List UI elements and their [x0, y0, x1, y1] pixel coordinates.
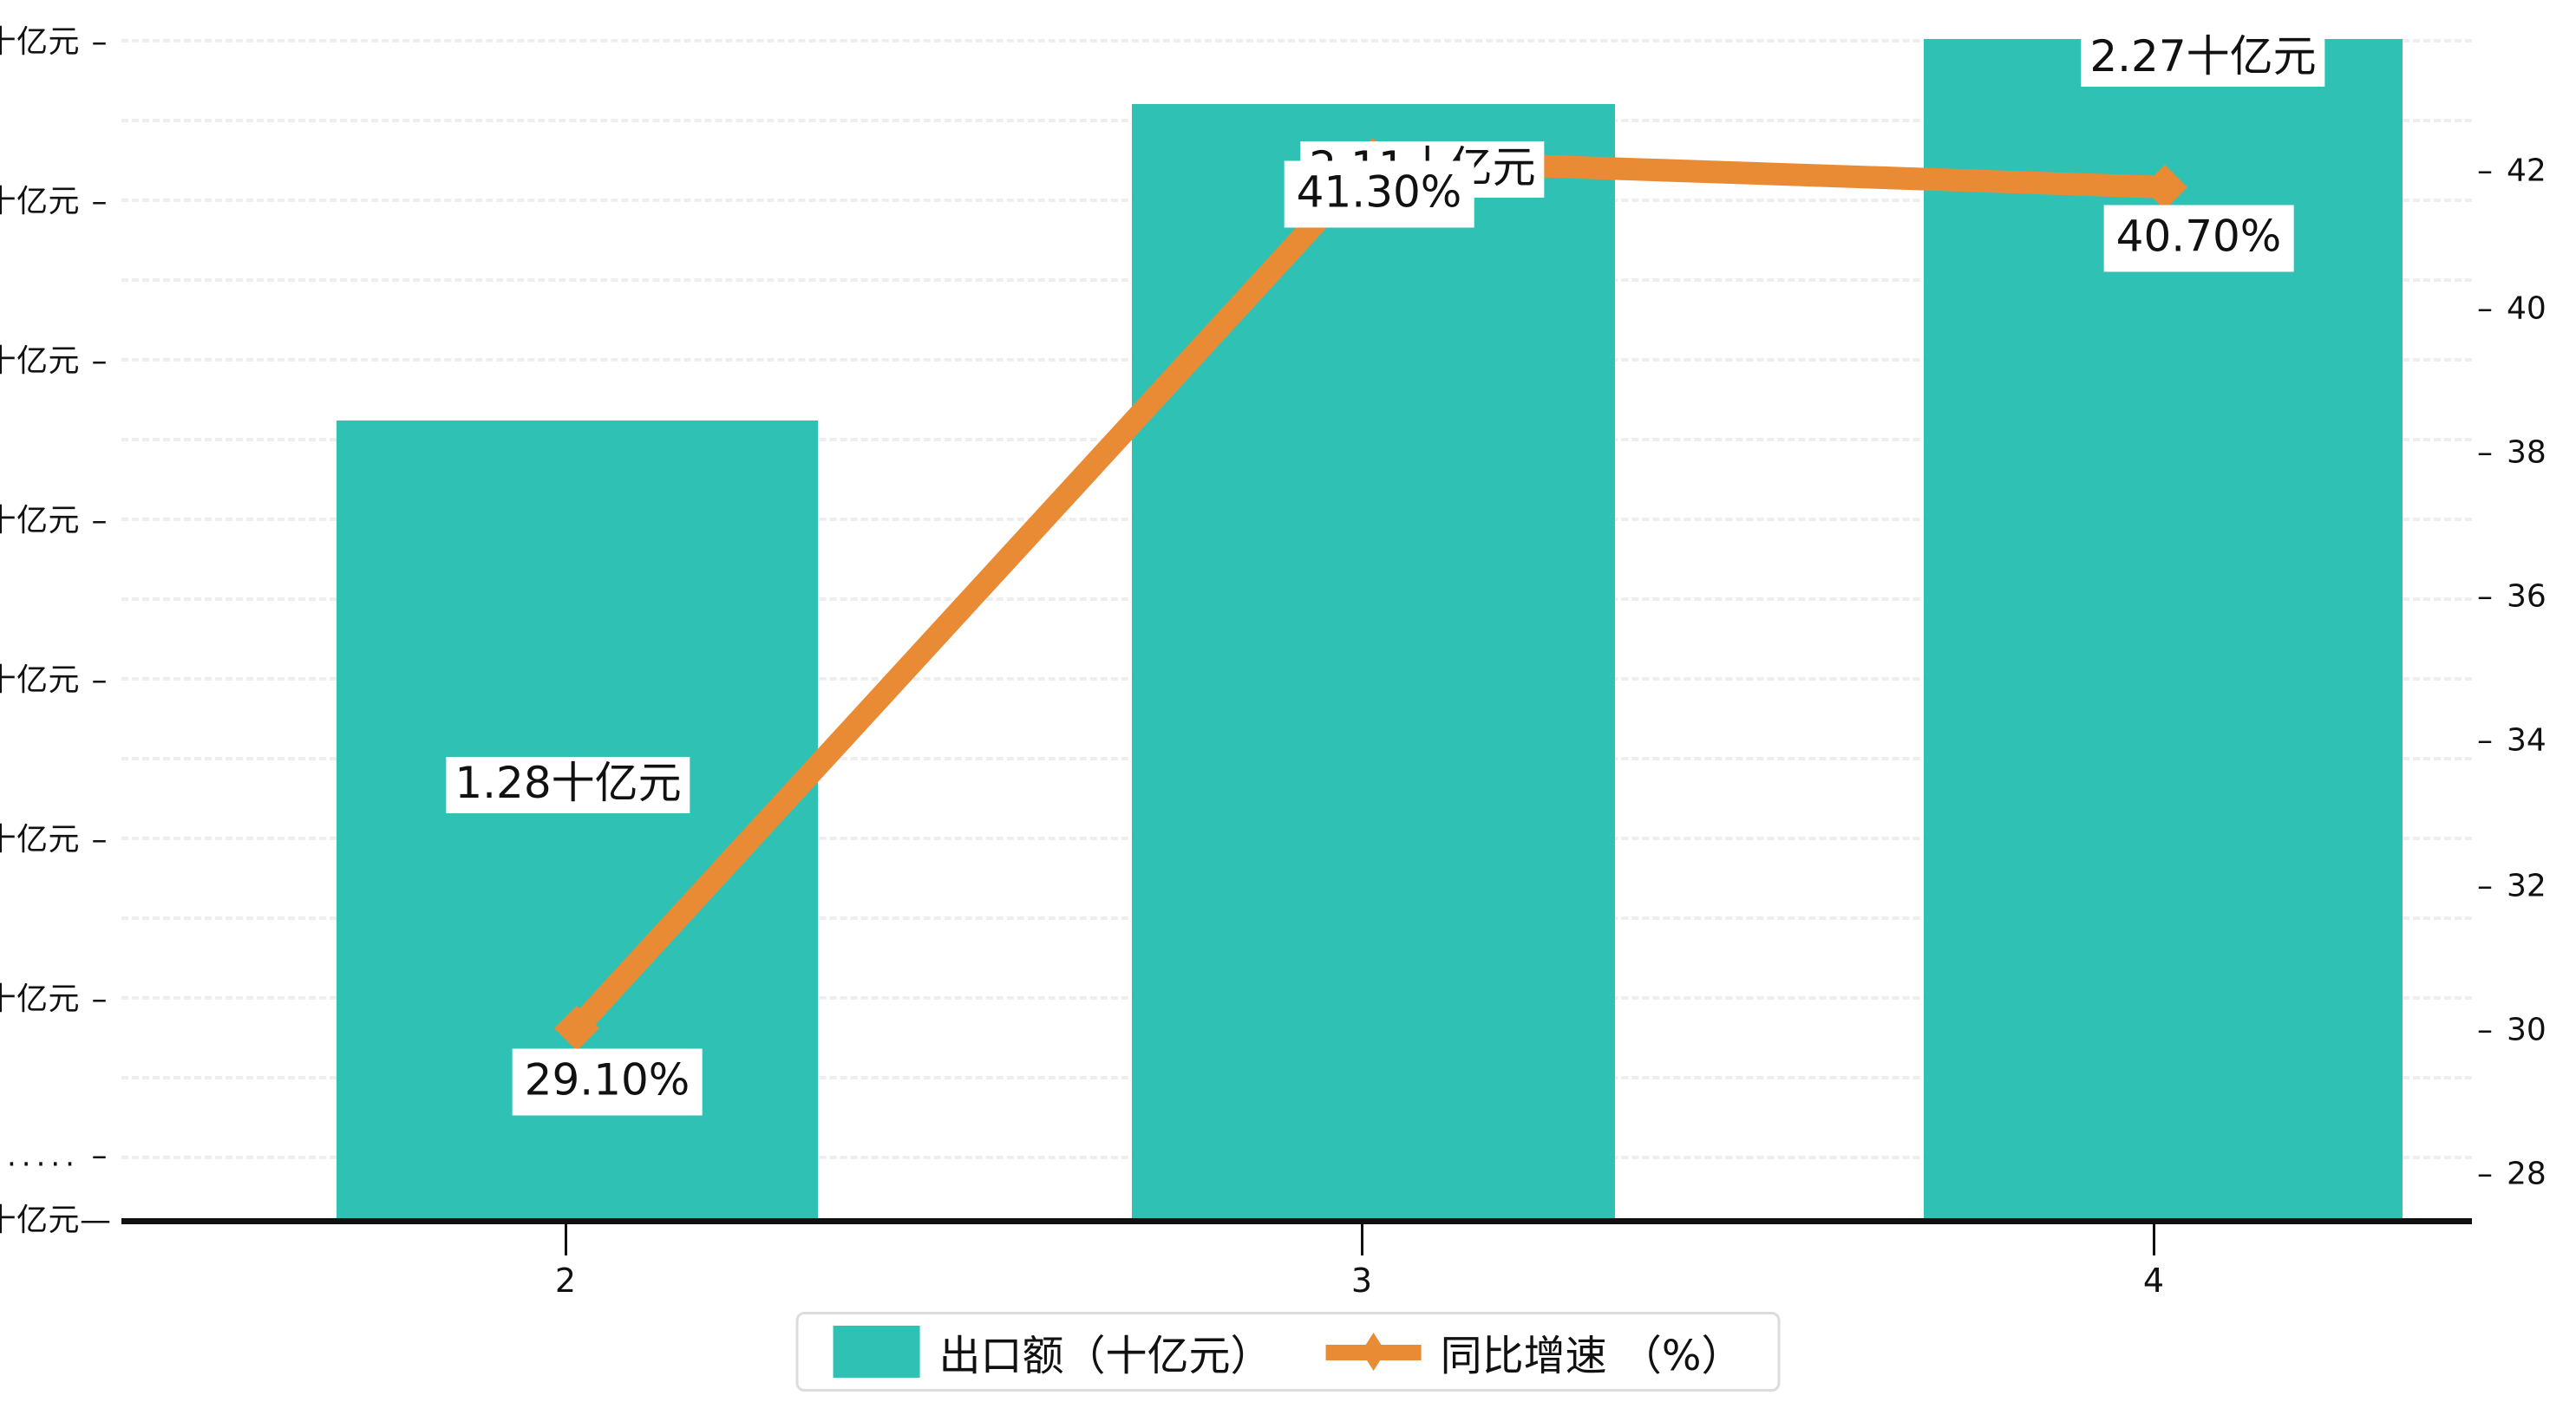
bar-value-label-2: 1.28十亿元 — [446, 757, 690, 813]
y-left-tick-text: 1.08十亿元 — [0, 981, 80, 1017]
tick-dash-icon: – — [91, 662, 108, 698]
line-diamond-swatch-icon — [1325, 1333, 1422, 1371]
tick-dash-icon: – — [2477, 578, 2493, 615]
y-right-tick-label: – 28 — [2477, 1157, 2576, 1192]
tick-dash-icon: – — [2477, 1156, 2493, 1192]
y-right-tick-text: 34 — [2507, 722, 2547, 759]
legend-item-growth-rate[interactable]: 同比增速 （%） — [1325, 1321, 1743, 1382]
y-right-tick-text: 40 — [2507, 290, 2547, 327]
tick-dash-icon: – — [91, 981, 108, 1017]
y-right-tick-label: – 30 — [2477, 1013, 2576, 1048]
y-left-tick-text: 2.07十亿元 — [0, 184, 80, 219]
legend-item-export-value[interactable]: 出口额（十亿元） — [833, 1321, 1272, 1382]
tick-dash-icon: – — [2477, 722, 2493, 759]
y-left-tick-text: 2.27十亿元 — [0, 24, 80, 60]
x-tick-label-3: 3 — [1350, 1262, 1373, 1300]
y-right-tick-text: 30 — [2507, 1012, 2547, 1048]
y-left-tick-label: 2.27十亿元 – — [0, 16, 108, 62]
bar-swatch-icon — [833, 1326, 920, 1378]
y-left-tick-text: 1.48十亿元 — [0, 662, 80, 698]
y-right-tick-label: – 34 — [2477, 723, 2576, 759]
tick-dash-icon: – — [91, 1138, 108, 1174]
line-value-label-2: 29.10% — [512, 1048, 703, 1116]
chart-legend[interactable]: 出口额（十亿元） 同比增速 （%） — [795, 1312, 1781, 1392]
y-right-tick-label: – 32 — [2477, 869, 2576, 904]
y-left-tick-label: 1.08十亿元 – — [0, 974, 108, 1019]
legend-label-growth-rate: 同比增速 （%） — [1440, 1332, 1743, 1380]
line-value-label-4: 40.70% — [2103, 205, 2294, 272]
y-right-tick-text: 32 — [2507, 868, 2547, 904]
y-left-tick-text: 0十亿元 — [0, 1203, 80, 1238]
y-right-tick-text: 36 — [2507, 578, 2547, 615]
y-right-tick-text: 42 — [2507, 153, 2547, 189]
y-left-tick-label: 1.87十亿元 – — [0, 336, 108, 381]
y-left-tick-text: 1.87十亿元 — [0, 343, 80, 379]
y-left-tick-label: 1.67十亿元 – — [0, 495, 108, 540]
tick-dash-icon: – — [2477, 434, 2493, 471]
y-left-tick-label: 1.28十亿元 – — [0, 814, 108, 859]
y-right-tick-label: – 36 — [2477, 579, 2576, 615]
x-tick-label-2: 2 — [554, 1262, 577, 1300]
tick-dash-icon: – — [2477, 1012, 2493, 1048]
tick-dash-icon: — — [80, 1203, 112, 1238]
x-tickmark — [565, 1224, 567, 1255]
axis-break-marker: ......... — [0, 1138, 80, 1174]
x-tick-label-4: 4 — [2142, 1262, 2165, 1300]
y-right-tick-label: – 38 — [2477, 435, 2576, 471]
y-left-tick-text: 1.67十亿元 — [0, 503, 80, 538]
tick-dash-icon: – — [91, 503, 108, 538]
tick-dash-icon: – — [91, 24, 108, 60]
y-right-tick-label: – 40 — [2477, 291, 2576, 327]
y-right-tick-text: 28 — [2507, 1156, 2547, 1192]
y-left-tick-label: 2.07十亿元 – — [0, 176, 108, 221]
y-right-tick-label: – 42 — [2477, 153, 2576, 189]
bar-value-label-4: 2.27十亿元 — [2081, 30, 2325, 87]
gridline — [121, 39, 2472, 42]
y-right-tick-text: 38 — [2507, 434, 2547, 471]
tick-dash-icon: – — [2477, 153, 2493, 189]
x-tickmark — [2153, 1224, 2155, 1255]
y-left-axis-break-label: ......... – — [0, 1138, 108, 1174]
tick-dash-icon: – — [91, 343, 108, 379]
swatch-diamond-marker — [1361, 1333, 1386, 1371]
x-axis-baseline — [121, 1218, 2472, 1224]
y-left-tick-label: 1.48十亿元 – — [0, 655, 108, 700]
tick-dash-icon: – — [91, 822, 108, 857]
line-value-label-3: 41.30% — [1284, 160, 1474, 228]
x-tickmark — [1361, 1224, 1363, 1255]
tick-dash-icon: – — [2477, 290, 2493, 327]
tick-dash-icon: – — [2477, 868, 2493, 904]
legend-label-export-value: 出口额（十亿元） — [938, 1332, 1272, 1380]
y-left-tick-label: 0十亿元 — — [0, 1195, 112, 1240]
bar-category-3[interactable] — [1132, 104, 1615, 1218]
tick-dash-icon: – — [91, 184, 108, 219]
y-left-tick-text: 1.28十亿元 — [0, 822, 80, 857]
